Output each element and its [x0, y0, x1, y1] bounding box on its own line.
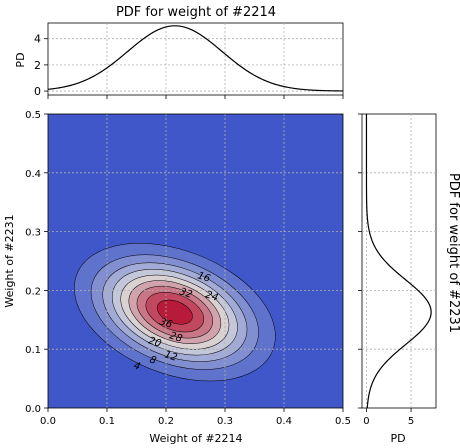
- right-x-tick-label: 5: [408, 416, 414, 427]
- contour-label: 32: [178, 286, 194, 300]
- right-x-tick-label: 0: [363, 416, 369, 427]
- contour-label: 24: [204, 289, 220, 303]
- top-title: PDF for weight of #2214: [116, 5, 276, 20]
- right-title: PDF for weight of #2231: [446, 173, 460, 333]
- joint-x-tick-label: 0.1: [99, 416, 115, 427]
- joint-y-axis-label: Weight of #2231: [3, 214, 16, 307]
- contour-label: 20: [147, 335, 163, 349]
- joint-x-tick-label: 0.3: [217, 416, 233, 427]
- joint-x-tick-label: 0.5: [335, 416, 351, 427]
- joint-y-tick-label: 0.2: [25, 286, 41, 297]
- top-plot-frame: [47, 22, 344, 96]
- joint-x-tick-label: 0.0: [40, 416, 56, 427]
- top-y-axis-label: PD: [14, 52, 27, 67]
- right-plot-frame: [361, 113, 437, 409]
- right-x-axis-label: PD: [390, 432, 405, 445]
- joint-y-tick-label: 0.4: [25, 169, 41, 180]
- contour-label: 12: [163, 349, 179, 363]
- joint-y-tick-label: 0.0: [25, 404, 41, 415]
- top-grid: [48, 23, 343, 95]
- top-y-tick-label: 0: [34, 85, 41, 98]
- joint-y-tick-label: 0.5: [25, 110, 41, 121]
- contour-label: 28: [168, 330, 184, 344]
- joint-x-axis-label: Weight of #2214: [149, 432, 242, 445]
- joint-ticks: 0.0 0.1 0.2 0.3 0.4 0.5 0.0 0.1 0.2 0.3 0.4 0.5: [25, 110, 351, 427]
- top-y-tick-label: 4: [34, 33, 41, 46]
- top-y-ticks: 0 2 4: [34, 33, 344, 99]
- joint-y-tick-label: 0.3: [25, 228, 41, 239]
- joint-x-tick-label: 0.4: [276, 416, 292, 427]
- top-y-tick-label: 2: [34, 59, 41, 72]
- top-marginal-panel: 0 2 4 PDF for weight of #2214 PD: [14, 5, 344, 99]
- joint-x-tick-label: 0.2: [158, 416, 174, 427]
- joint-grid: [48, 114, 343, 408]
- right-pdf-curve: [365, 114, 432, 409]
- contour-label: 8: [148, 354, 157, 366]
- contour-label: 4: [132, 360, 141, 372]
- contour-label: 16: [196, 270, 212, 284]
- top-pdf-curve: [47, 25, 344, 92]
- joint-plot-frame: [47, 113, 344, 409]
- joint-y-tick-label: 0.1: [25, 345, 41, 356]
- contour-label: 36: [158, 316, 174, 330]
